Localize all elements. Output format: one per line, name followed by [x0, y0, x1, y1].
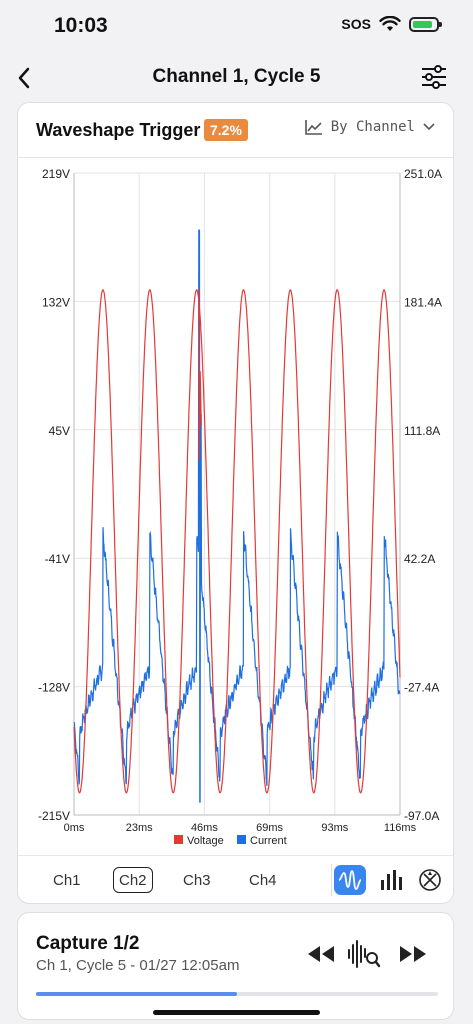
home-indicator — [153, 1010, 320, 1015]
rewind-icon — [308, 946, 334, 962]
y-right-tick-label: 251.0A — [404, 167, 442, 181]
phasor-view-button[interactable] — [414, 865, 446, 895]
channel-button-3[interactable]: Ch3 — [183, 871, 211, 889]
status-bar: 10:03 SOS — [0, 0, 473, 56]
x-tick-label: 69ms — [256, 822, 283, 834]
card-title: Waveshape Trigger — [36, 120, 201, 140]
y-right-tick-label: -97.0A — [404, 809, 439, 823]
channel-button-2[interactable]: Ch2 — [113, 867, 153, 893]
battery-icon — [409, 16, 442, 32]
capture-progress-fill — [36, 992, 237, 996]
waveform-chart: 219V 251.0A 132V 181.4A 45V 111.8A -41V 42.2A -1… — [38, 167, 442, 847]
waveform-icon — [338, 870, 362, 890]
phasor-cross-icon — [419, 869, 441, 891]
waveform-card: Waveshape Trigger 7.2% By Channel 219V 25… — [17, 102, 454, 904]
filter-settings-icon[interactable] — [419, 62, 449, 92]
bar-chart-icon — [381, 870, 402, 890]
x-tick-label: 46ms — [191, 822, 218, 834]
page-title: Channel 1, Cycle 5 — [152, 66, 321, 87]
previous-capture-button[interactable] — [303, 939, 339, 969]
capture-player: Capture 1/2 Ch 1, Cycle 5 - 01/27 12:05a… — [17, 912, 454, 1020]
harmonics-view-button[interactable] — [375, 865, 407, 895]
y-left-tick-label: 45V — [49, 424, 70, 438]
y-left-tick-label: -41V — [45, 552, 70, 566]
waveform-search-button[interactable] — [346, 939, 382, 969]
capture-progress-bar[interactable] — [36, 992, 438, 996]
y-right-tick-label: -27.4A — [404, 681, 439, 695]
view-mode-label: By Channel — [330, 119, 415, 135]
y-left-tick-label: -128V — [38, 681, 70, 695]
legend-swatch-voltage — [174, 835, 183, 844]
y-left-tick-label: 219V — [42, 167, 70, 181]
back-chevron-icon[interactable] — [10, 60, 38, 96]
y-left-tick-label: -215V — [38, 809, 70, 823]
y-right-tick-label: 181.4A — [404, 295, 442, 309]
x-tick-label: 0ms — [64, 822, 85, 834]
voltage-glitch — [198, 289, 202, 460]
capture-subtitle: Ch 1, Cycle 5 - 01/27 12:05am — [36, 957, 240, 974]
y-right-tick-label: 42.2A — [404, 552, 435, 566]
channel-button-4[interactable]: Ch4 — [249, 871, 277, 889]
channel-button-1[interactable]: Ch1 — [53, 871, 81, 889]
y-right-tick-label: 111.8A — [404, 424, 440, 438]
status-time: 10:03 — [54, 14, 108, 37]
chevron-down-icon — [423, 123, 435, 131]
divider — [331, 864, 332, 896]
current-series-line — [73, 229, 401, 803]
x-tick-label: 23ms — [126, 822, 153, 834]
next-capture-button[interactable] — [395, 939, 431, 969]
y-left-tick-label: 132V — [42, 295, 70, 309]
view-mode-dropdown[interactable]: By Channel — [304, 119, 435, 135]
wifi-icon — [379, 16, 401, 31]
fast-forward-icon — [400, 946, 426, 962]
sos-label: SOS — [341, 16, 371, 32]
waveform-search-icon — [348, 940, 381, 968]
channel-selector-bar: Ch1 Ch2 Ch3 Ch4 — [18, 855, 453, 904]
legend-label-current: Current — [250, 835, 287, 847]
trigger-percentage-badge: 7.2% — [204, 119, 248, 141]
navigation-bar: Channel 1, Cycle 5 — [0, 56, 473, 100]
capture-title: Capture 1/2 — [36, 933, 140, 954]
x-tick-label: 116ms — [384, 822, 417, 834]
legend-swatch-current — [237, 835, 246, 844]
card-header: Waveshape Trigger 7.2% By Channel — [18, 103, 453, 158]
status-icons: SOS — [341, 16, 442, 32]
legend-label-voltage: Voltage — [187, 835, 224, 847]
waveform-view-button[interactable] — [334, 865, 366, 895]
voltage-series-line — [73, 289, 401, 794]
x-tick-label: 93ms — [321, 822, 348, 834]
line-chart-icon — [304, 120, 322, 135]
